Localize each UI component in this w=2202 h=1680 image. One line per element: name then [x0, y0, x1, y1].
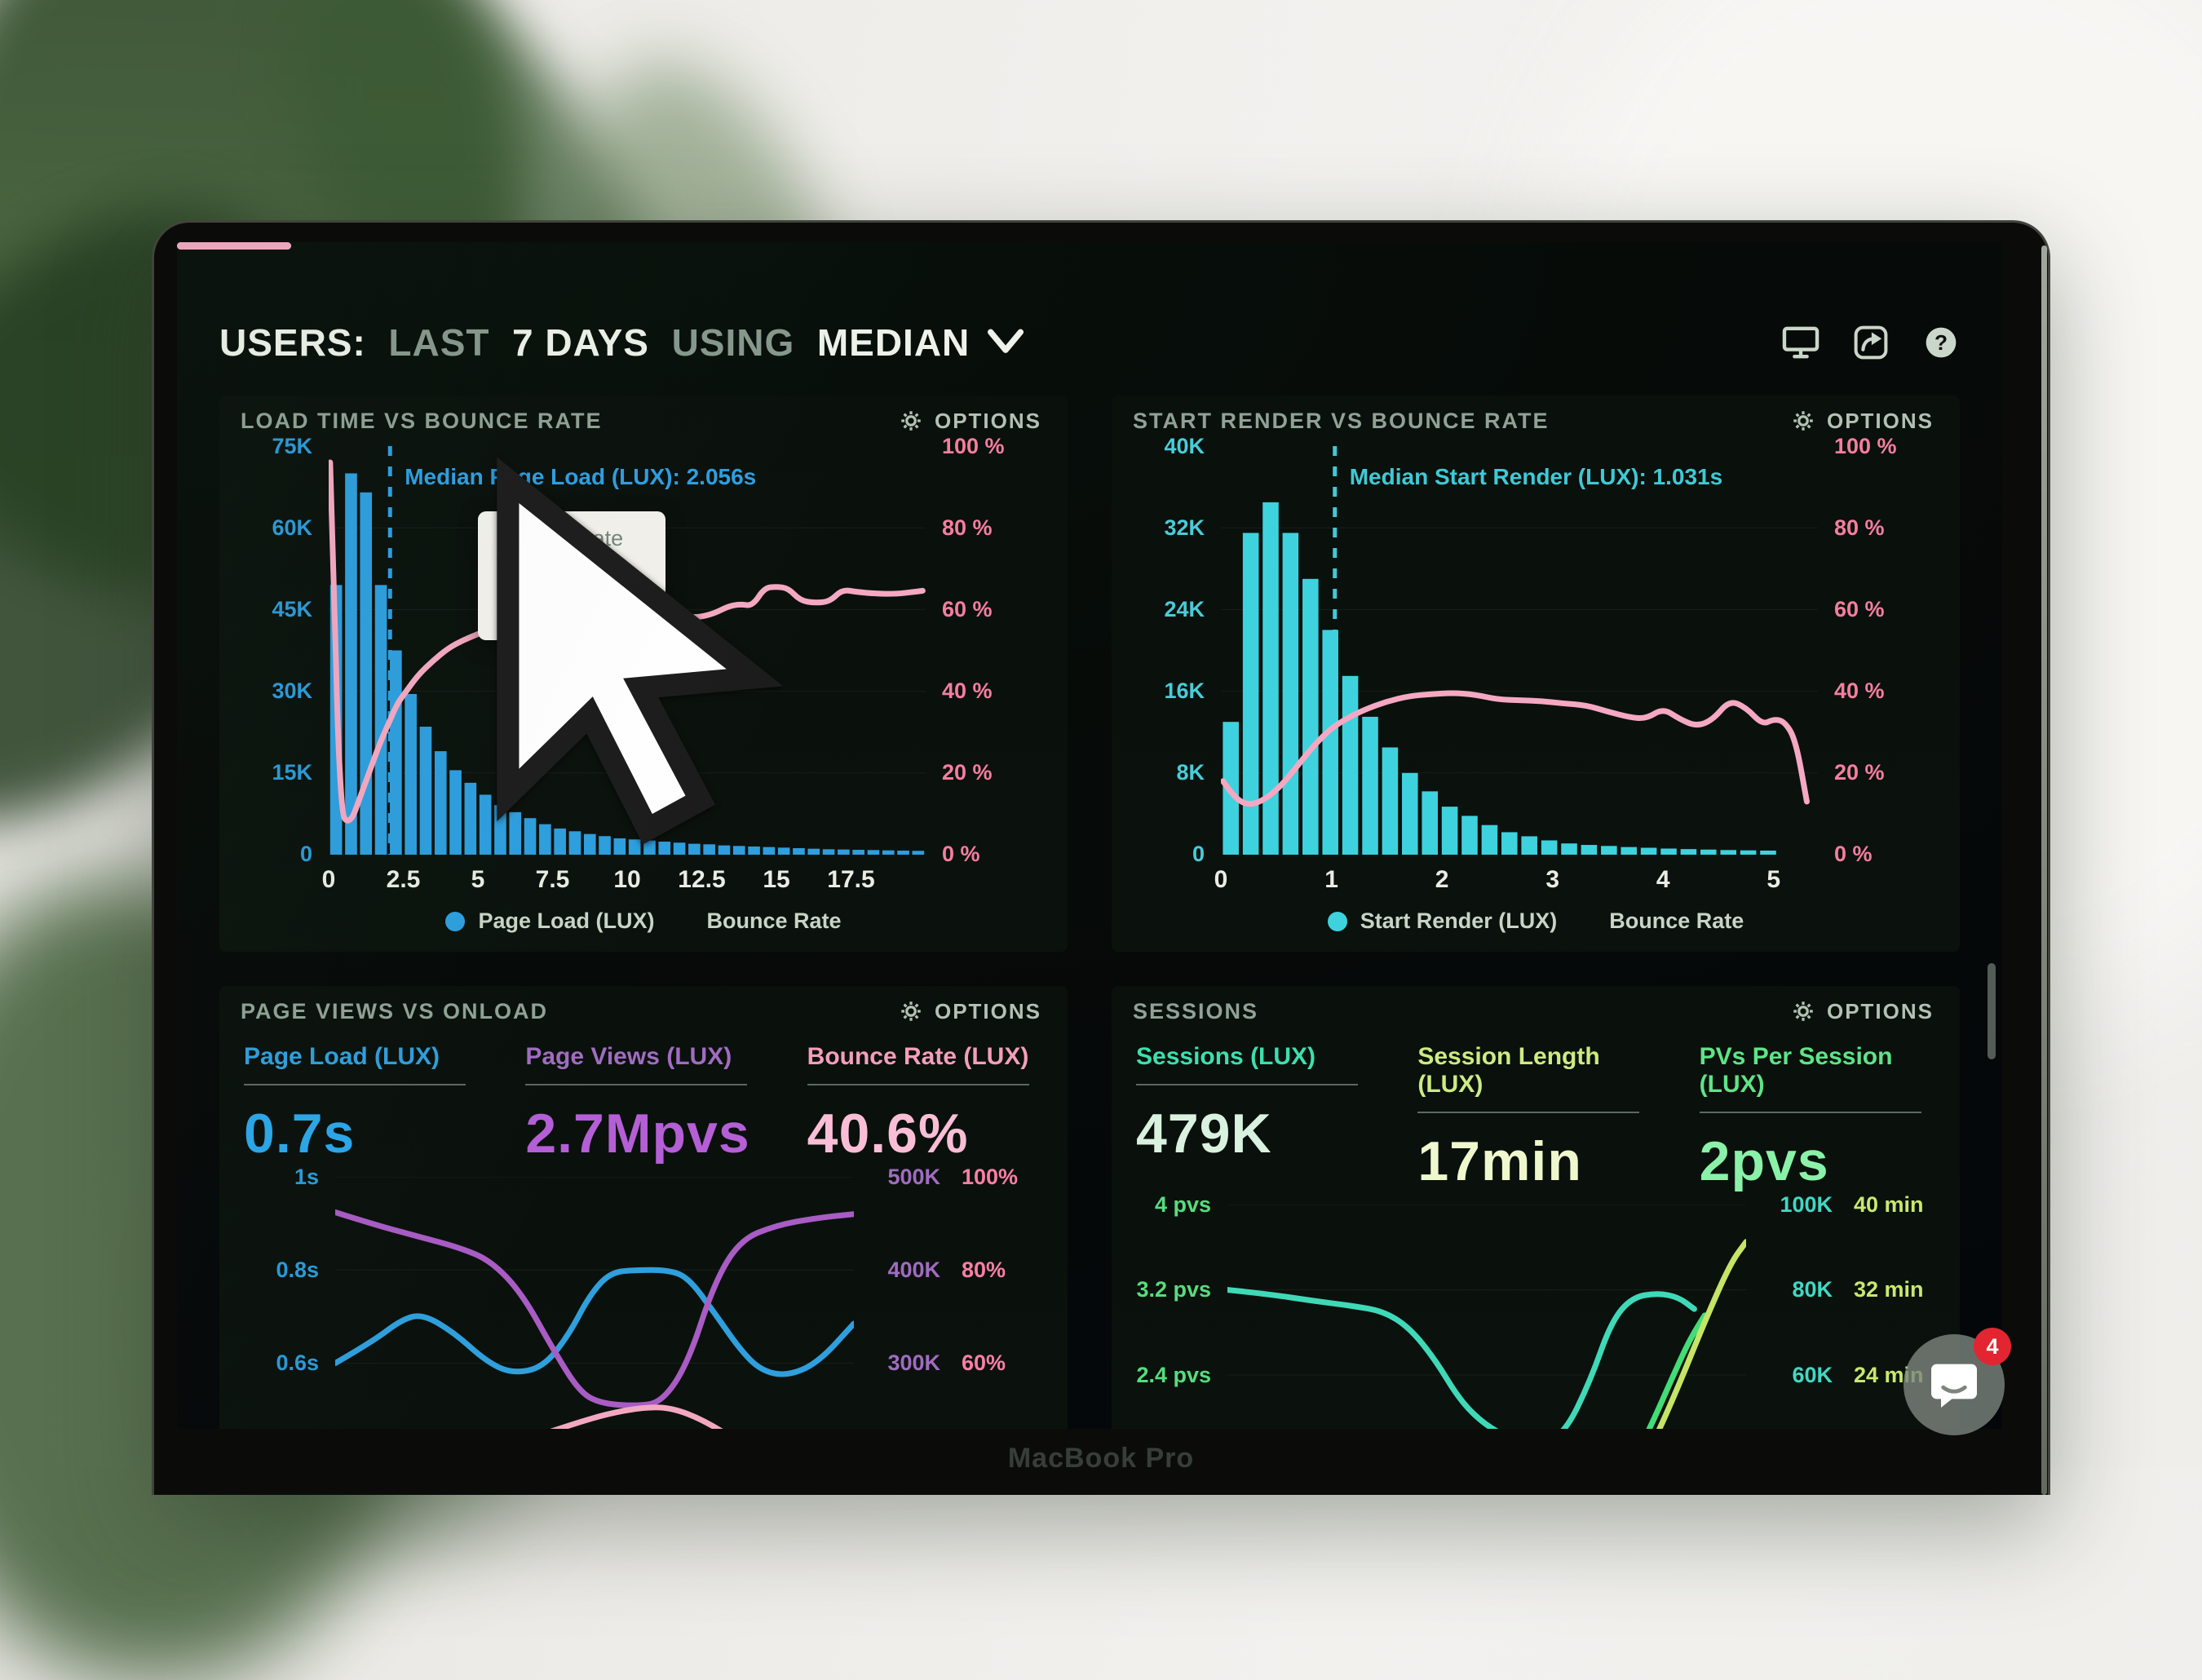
panel-grid: LOAD TIME VS BOUNCE RATE OPTIONS 75K 60K 4…	[177, 242, 1960, 1429]
y-axis-left: 75K 60K 45K 30K 15K 0	[272, 433, 312, 867]
legend-item: Page Load (LUX)	[445, 909, 654, 934]
screen: USERS: LAST 7 DAYS USING MEDIAN ? LOAD T…	[177, 242, 2002, 1429]
cursor-icon	[497, 457, 784, 845]
metric-value: 479K	[1136, 1103, 1272, 1165]
metric-divider	[244, 1084, 466, 1085]
gear-icon	[1793, 1001, 1813, 1021]
legend-item: Bounce Rate	[177, 242, 1744, 934]
metric-label: Page Views (LUX)	[525, 1043, 732, 1070]
metric-value: 2pvs	[1699, 1130, 1829, 1192]
page-title[interactable]: USERS: LAST 7 DAYS USING MEDIAN	[219, 321, 1024, 365]
panel-page-views-vs-onload: PAGE VIEWS VS ONLOAD OPTIONS Page Load (…	[219, 986, 1068, 1429]
y-axis-right: 100 % 80 % 60 % 40 % 20 % 0 %	[1834, 433, 1897, 867]
panel-title: SESSIONS	[1133, 998, 1259, 1023]
metric: Sessions (LUX) 479K	[1136, 1043, 1372, 1193]
laptop-edge-highlight	[2041, 245, 2047, 1495]
options-label: OPTIONS	[934, 998, 1041, 1023]
chevron-down-icon[interactable]	[988, 329, 1024, 356]
metric-divider	[807, 1084, 1029, 1085]
metric: Page Views (LUX) 2.7Mpvs	[525, 1043, 761, 1165]
metric-divider	[525, 1084, 748, 1085]
metric: Page Load (LUX) 0.7s	[244, 1043, 480, 1165]
gear-icon	[901, 411, 921, 431]
panel-load-time-vs-bounce-rate: LOAD TIME VS BOUNCE RATE OPTIONS 75K 60K 4…	[177, 242, 1068, 952]
legend-item: Bounce Rate	[177, 242, 842, 934]
panel-title: START RENDER VS BOUNCE RATE	[1133, 408, 1550, 433]
chat-bubble-icon	[1931, 1364, 1977, 1408]
options-button[interactable]: OPTIONS	[894, 408, 1046, 435]
title-word: USERS:	[219, 321, 366, 364]
metric-value: 2.7Mpvs	[525, 1103, 750, 1165]
plot-area: Median Start Render (LUX): 1.031s	[1221, 446, 1818, 855]
legend-item: Start Render (LUX)	[1327, 909, 1557, 934]
title-word: MEDIAN	[816, 321, 971, 364]
y-axis-left: 40K 32K 24K 16K 8K 0	[1164, 433, 1205, 867]
title-word: 7 DAYS	[512, 321, 649, 364]
dashboard: USERS: LAST 7 DAYS USING MEDIAN ? LOAD T…	[177, 242, 2002, 1429]
plot-area	[335, 1177, 854, 1429]
median-annotation: Median Page Load (LUX): 2.056s	[405, 464, 757, 489]
display-icon[interactable]	[1782, 325, 1820, 360]
chart-page-views: 1s0.8s0.6s0.4s 500K100%400K80%300K60%200K…	[241, 1164, 1046, 1429]
bezel-label: MacBook Pro	[1007, 1443, 1195, 1474]
options-label: OPTIONS	[1826, 408, 1934, 433]
title-word: USING	[671, 321, 795, 364]
chart-legend: Start Render (LUX) Bounce Rate	[177, 242, 1939, 947]
metric-divider	[1699, 1112, 1921, 1113]
metric-value: 0.7s	[244, 1103, 356, 1165]
gear-icon	[1793, 411, 1813, 431]
dashboard-header: USERS: LAST 7 DAYS USING MEDIAN ?	[219, 312, 1960, 373]
options-button[interactable]: OPTIONS	[1786, 408, 1939, 435]
header-toolbar: ?	[1782, 325, 1960, 360]
panel-title: LOAD TIME VS BOUNCE RATE	[241, 408, 603, 433]
chart-start-render: 40K 32K 24K 16K 8K 0 Median Start Render (LUX)…	[177, 242, 1939, 952]
metric-divider	[1417, 1112, 1640, 1113]
plot-area	[1227, 1205, 1746, 1429]
scrollbar-thumb[interactable]	[1988, 963, 1996, 1059]
median-annotation: Median Start Render (LUX): 1.031s	[1349, 464, 1723, 489]
options-button[interactable]: OPTIONS	[1786, 998, 1939, 1025]
gear-icon	[901, 1001, 921, 1021]
metric-label: Page Load (LUX)	[244, 1043, 440, 1070]
page-title-text: USERS: LAST 7 DAYS USING MEDIAN	[219, 321, 970, 365]
metric-label: Bounce Rate (LUX)	[807, 1043, 1029, 1070]
options-label: OPTIONS	[1826, 998, 1934, 1023]
laptop: USERS: LAST 7 DAYS USING MEDIAN ? LOAD T…	[152, 220, 2050, 1495]
metric-value: 40.6%	[807, 1103, 969, 1165]
share-icon[interactable]	[1852, 325, 1890, 360]
chart-load-time: 75K 60K 45K 30K 15K 0 Median Page Load (LUX): …	[177, 242, 1046, 952]
metric-value: 17min	[1417, 1130, 1582, 1192]
metric-divider	[1136, 1084, 1358, 1085]
metric: Session Length (LUX) 17min	[1417, 1043, 1653, 1193]
y-axis-right: 100 % 80 % 60 % 40 % 20 % 0 %	[942, 433, 1005, 867]
y-axis-left: 1s0.8s0.6s0.4s	[276, 1164, 319, 1376]
options-label: OPTIONS	[934, 408, 1041, 433]
options-button[interactable]: OPTIONS	[894, 998, 1046, 1025]
metric-label: Session Length (LUX)	[1417, 1043, 1600, 1098]
metric-label: Sessions (LUX)	[1136, 1043, 1316, 1070]
panel-sessions: SESSIONS OPTIONS Sessions (LUX) 479K Ses…	[1112, 986, 1960, 1429]
notification-badge: 4	[1974, 1328, 2011, 1365]
panel-start-render-vs-bounce-rate: START RENDER VS BOUNCE RATE OPTIONS 40K 3…	[177, 242, 1960, 952]
metric: Bounce Rate (LUX) 40.6%	[807, 1043, 1043, 1165]
panel-title: PAGE VIEWS VS ONLOAD	[241, 998, 549, 1023]
help-icon[interactable]: ?	[1922, 325, 1960, 360]
x-axis: 0 2.5 5 7.5 10 12.5 15 17.5	[321, 866, 875, 893]
metric-label: PVs Per Session (LUX)	[1699, 1043, 1893, 1098]
metric: PVs Per Session (LUX) 2pvs	[1699, 1043, 1935, 1193]
metric-headlines: Page Load (LUX) 0.7s Page Views (LUX) 2.…	[244, 1043, 1043, 1165]
title-word: LAST	[388, 321, 490, 364]
metric-headlines: Sessions (LUX) 479K Session Length (LUX)…	[1136, 1043, 1935, 1193]
svg-text:?: ?	[1934, 330, 1948, 355]
plot-area: Median Page Load (LUX): 2.056s Bounce Ra…	[329, 446, 926, 855]
chart-legend: Page Load (LUX) Bounce Rate	[177, 242, 1046, 947]
